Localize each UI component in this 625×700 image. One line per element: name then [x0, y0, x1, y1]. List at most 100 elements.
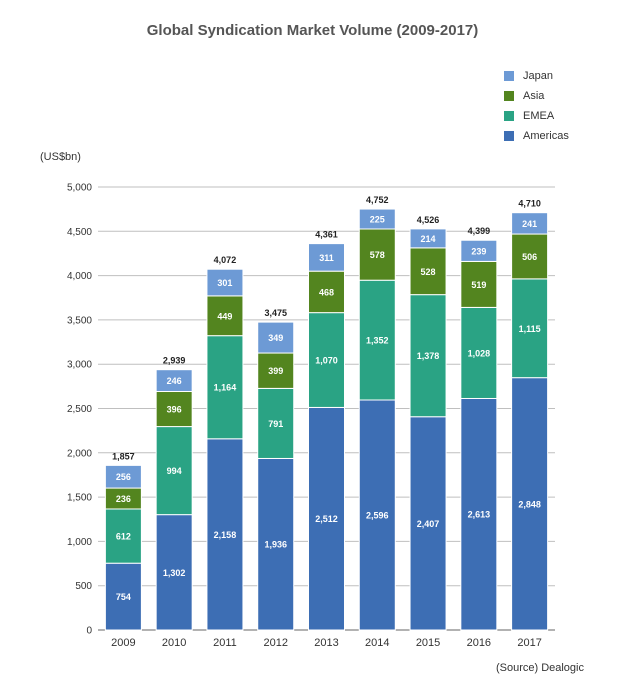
- data-label-asia: 528: [421, 267, 436, 277]
- bar-asia-2012: [257, 352, 295, 389]
- bar-japan-2013: [308, 243, 345, 272]
- data-label-emea: 1,115: [519, 324, 541, 334]
- data-label-americas: 2,512: [315, 514, 338, 524]
- legend-swatch: [504, 91, 514, 101]
- data-label-asia: 449: [217, 311, 232, 321]
- data-label-americas: 2,848: [518, 499, 541, 509]
- bar-japan-2009: [104, 464, 142, 489]
- x-tick-label: 2015: [416, 637, 440, 649]
- data-label-americas: 2,613: [468, 510, 491, 520]
- chart-legend: Japan Asia EMEA Americas: [504, 66, 569, 146]
- data-label-japan: 246: [167, 376, 182, 386]
- y-tick-label: 500: [75, 581, 92, 592]
- x-tick-label: 2011: [213, 637, 237, 649]
- data-label-americas: 754: [116, 592, 131, 602]
- bar-emea-2012: [257, 387, 295, 459]
- bar-americas-2011: [206, 438, 244, 631]
- bar-japan-2016: [460, 239, 498, 262]
- x-tick-label: 2009: [111, 637, 135, 649]
- data-label-asia: 399: [268, 366, 283, 376]
- total-label: 4,752: [366, 195, 389, 205]
- data-label-japan: 301: [217, 278, 232, 288]
- data-label-emea: 612: [116, 532, 131, 542]
- source-note: (Source) Dealogic: [495, 662, 584, 674]
- data-label-americas: 2,158: [214, 530, 237, 540]
- y-tick-label: 1,000: [67, 537, 92, 548]
- data-label-asia: 468: [319, 287, 334, 297]
- bar-asia-2014: [358, 228, 396, 281]
- total-label: 4,072: [214, 255, 237, 265]
- y-tick-label: 3,000: [67, 360, 92, 371]
- data-label-asia: 578: [370, 250, 385, 260]
- data-label-japan: 225: [370, 215, 385, 225]
- x-tick-label: 2013: [314, 637, 338, 649]
- legend-item-asia: Asia: [504, 86, 569, 106]
- legend-label: EMEA: [523, 110, 555, 122]
- total-label: 4,399: [468, 226, 491, 236]
- bar-japan-2014: [358, 208, 396, 230]
- y-tick-label: 3,500: [67, 315, 92, 326]
- data-label-japan: 256: [116, 472, 131, 482]
- total-label: 4,526: [417, 215, 440, 225]
- bar-americas-2012: [257, 457, 295, 631]
- data-label-japan: 239: [471, 246, 486, 256]
- legend-label: Japan: [523, 70, 553, 82]
- bar-americas-2015: [409, 416, 447, 631]
- data-label-emea: 1,028: [468, 348, 491, 358]
- bar-emea-2014: [358, 279, 396, 401]
- x-tick-label: 2012: [263, 637, 287, 649]
- total-label: 4,710: [518, 199, 541, 209]
- bar-emea-2011: [206, 335, 244, 440]
- data-label-emea: 994: [167, 466, 182, 476]
- y-axis-unit-label: (US$bn): [40, 151, 81, 163]
- data-label-asia: 506: [522, 252, 537, 262]
- total-label: 1,857: [112, 451, 135, 461]
- x-tick-label: 2017: [517, 637, 541, 649]
- data-label-emea: 1,164: [214, 383, 237, 393]
- data-label-emea: 791: [268, 419, 283, 429]
- data-label-asia: 396: [167, 405, 182, 415]
- bar-japan-2017: [511, 212, 549, 235]
- bar-japan-2015: [409, 228, 447, 249]
- x-tick-label: 2016: [467, 637, 491, 649]
- bar-asia-2017: [511, 233, 549, 280]
- y-tick-label: 4,000: [67, 271, 92, 282]
- legend-label: Asia: [523, 90, 545, 102]
- y-tick-label: 2,000: [67, 448, 92, 459]
- bar-japan-2011: [206, 268, 244, 297]
- y-tick-label: 4,500: [67, 227, 92, 238]
- bar-emea-2017: [511, 278, 549, 379]
- legend-swatch: [504, 111, 514, 121]
- x-tick-label: 2010: [162, 637, 186, 649]
- bar-asia-2011: [206, 295, 244, 337]
- bar-americas-2017: [511, 377, 549, 631]
- data-label-americas: 1,936: [264, 540, 287, 550]
- y-tick-label: 5,000: [67, 183, 92, 194]
- data-label-japan: 241: [522, 219, 537, 229]
- legend-item-japan: Japan: [504, 66, 569, 86]
- legend-label: Americas: [523, 130, 569, 142]
- y-tick-label: 0: [86, 626, 92, 637]
- legend-item-americas: Americas: [504, 126, 569, 146]
- data-label-americas: 2,407: [417, 519, 440, 529]
- total-label: 3,475: [264, 308, 287, 318]
- data-label-americas: 1,302: [163, 568, 186, 578]
- legend-item-emea: EMEA: [504, 106, 569, 126]
- data-label-emea: 1,070: [315, 356, 338, 366]
- y-tick-label: 1,500: [67, 493, 92, 504]
- total-label: 4,361: [315, 230, 338, 240]
- chart-title: Global Syndication Market Volume (2009-2…: [146, 22, 479, 39]
- data-label-emea: 1,352: [366, 336, 389, 346]
- total-label: 2,939: [163, 356, 186, 366]
- data-label-americas: 2,596: [366, 510, 389, 520]
- data-label-japan: 214: [421, 234, 436, 244]
- bar-asia-2013: [308, 270, 345, 314]
- legend-swatch: [504, 131, 514, 141]
- data-label-emea: 1,378: [417, 351, 440, 361]
- y-tick-label: 2,500: [67, 404, 92, 415]
- data-label-japan: 311: [319, 253, 334, 263]
- bar-asia-2015: [409, 247, 447, 296]
- bar-americas-2013: [308, 406, 345, 631]
- data-label-asia: 236: [116, 494, 131, 504]
